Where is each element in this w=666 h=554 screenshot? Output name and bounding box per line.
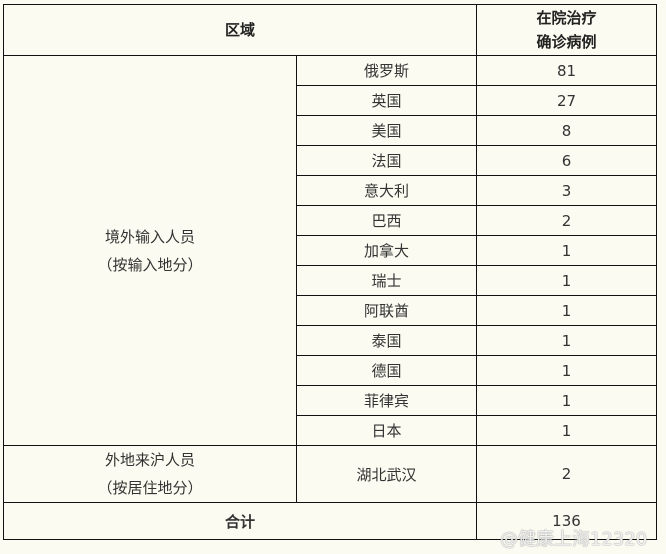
group-label-line2: （按输入地分）: [97, 255, 203, 274]
place-cell: 意大利: [296, 175, 477, 206]
header-region: 区域: [3, 4, 477, 56]
count-cell: 1: [476, 295, 657, 326]
place-cell: 泰国: [296, 325, 477, 356]
cases-table: 区域 在院治疗确诊病例 境外输入人员 （按输入地分） 俄罗斯 81 英国 27 美国 8 法国 6…: [3, 4, 657, 540]
total-label: 合计: [3, 502, 477, 540]
count-cell: 27: [476, 85, 657, 116]
count-cell: 8: [476, 115, 657, 146]
group-label-line2: （按居住地分）: [97, 479, 203, 497]
count-cell: 6: [476, 145, 657, 176]
count-cell: 1: [476, 235, 657, 266]
count-cell: 1: [476, 385, 657, 416]
place-cell: 英国: [296, 85, 477, 116]
group-label: 境外输入人员 （按输入地分）: [3, 55, 297, 446]
place-cell: 阿联酋: [296, 295, 477, 326]
header-row: 区域 在院治疗确诊病例: [3, 4, 657, 56]
count-cell: 1: [476, 355, 657, 386]
total-row: 合计 136: [3, 502, 657, 540]
group-label: 外地来沪人员 （按居住地分）: [3, 445, 297, 503]
place-cell: 瑞士: [296, 265, 477, 296]
count-cell: 81: [476, 55, 657, 86]
header-cases: 在院治疗 确诊病例: [476, 4, 657, 56]
table-row: 境外输入人员 （按输入地分） 俄罗斯 81: [3, 55, 657, 446]
table-row: 法国 6: [4, 145, 657, 176]
count-cell: 3: [476, 175, 657, 206]
place-cell: 加拿大: [296, 235, 477, 266]
place-cell: 法国: [296, 145, 477, 176]
count-cell: 1: [476, 415, 657, 446]
table-row: 瑞士 1: [4, 265, 657, 296]
header-cases-line1: 在院治疗: [536, 9, 597, 27]
place-cell: 美国: [296, 115, 477, 146]
table-row: 加拿大 1: [4, 235, 657, 266]
table-row: 外地来沪人员 （按居住地分） 湖北武汉 2: [3, 445, 657, 503]
group-label-line1: 外地来沪人员: [104, 451, 195, 469]
weibo-watermark: @健康上海12320: [500, 529, 648, 550]
count-cell: 2: [476, 445, 657, 503]
table-row: 英国 27: [4, 85, 657, 116]
place-cell: 日本: [296, 415, 477, 446]
header-cases-line2: 确诊病例: [536, 33, 597, 51]
count-cell: 1: [476, 265, 657, 296]
count-cell: 1: [476, 325, 657, 356]
place-cell: 俄罗斯: [296, 55, 477, 86]
group-label-line1: 境外输入人员: [104, 227, 195, 246]
place-cell: 菲律宾: [296, 385, 477, 416]
place-cell: 湖北武汉: [296, 445, 477, 503]
place-cell: 巴西: [296, 205, 477, 236]
place-cell: 德国: [296, 355, 477, 386]
table-row: 意大利 3: [4, 175, 657, 206]
count-cell: 2: [476, 205, 657, 236]
total-count: 136: [476, 502, 657, 540]
